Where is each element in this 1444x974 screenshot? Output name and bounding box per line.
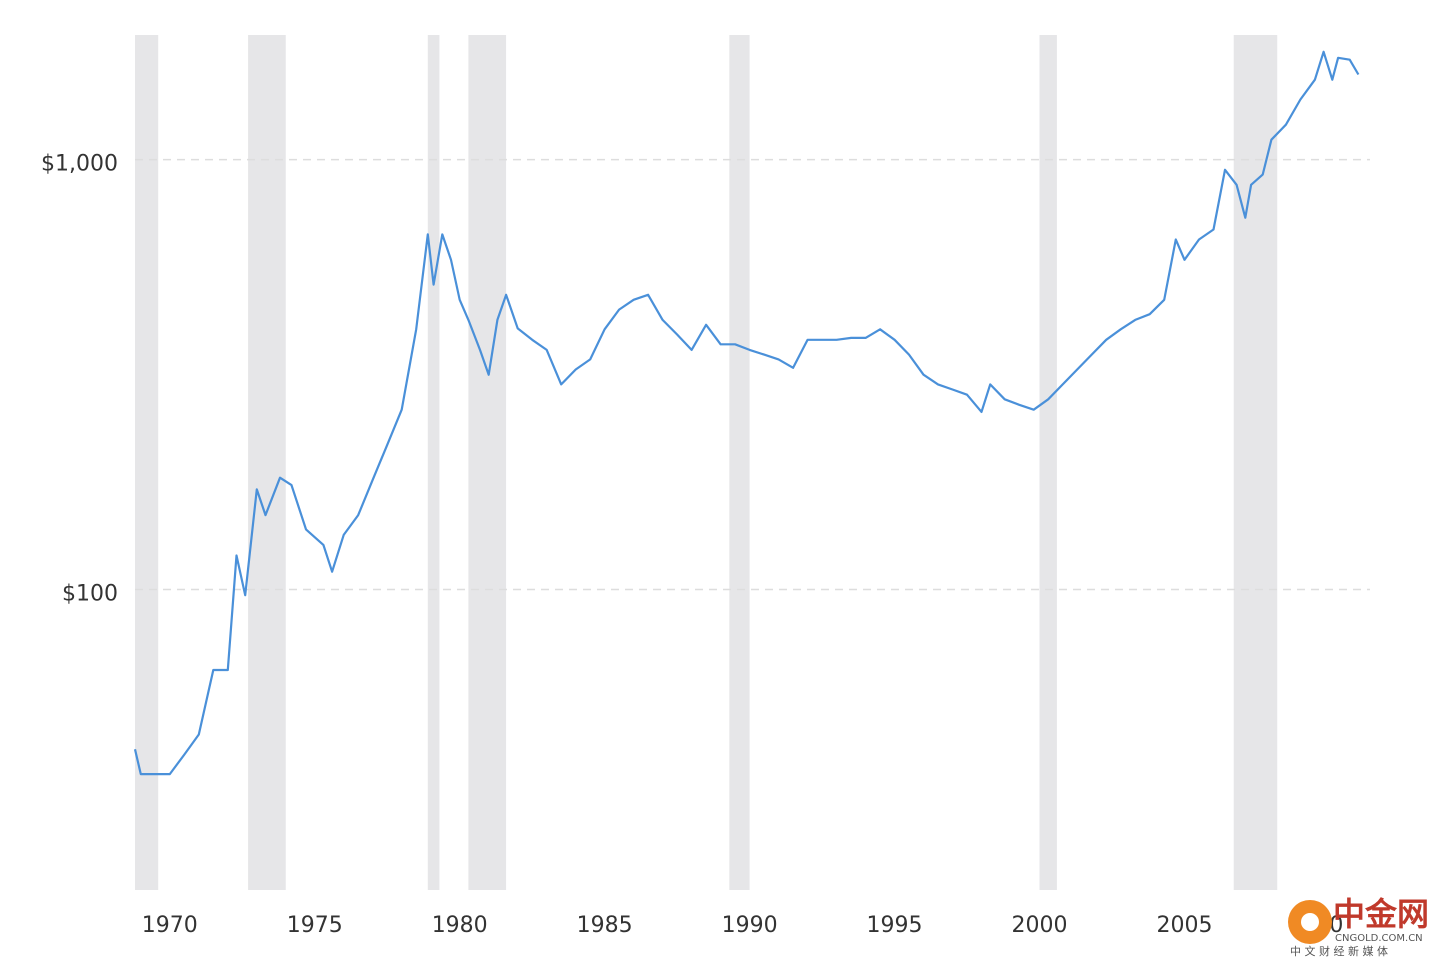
shaded-period [427, 35, 440, 890]
x-tick-label: 1980 [432, 913, 488, 938]
y-tick-label: $1,000 [41, 152, 118, 177]
x-tick-label: 2000 [1012, 913, 1068, 938]
watermark-slogan: 中 文 财 经 新 媒 体 [1290, 944, 1388, 958]
watermark-name: 中金网 [1333, 895, 1429, 933]
x-tick-label: 1990 [722, 913, 778, 938]
shaded-period [135, 35, 159, 890]
logo-inner [1301, 913, 1319, 931]
line [133, 50, 1360, 776]
shaded-period [729, 35, 750, 890]
shaded-period [248, 35, 286, 890]
shaded-period [1039, 35, 1057, 890]
x-tick-label: 1975 [287, 913, 343, 938]
x-tick-label: 2005 [1156, 913, 1212, 938]
x-tick-label: 1995 [867, 913, 923, 938]
shaded-period [468, 35, 507, 890]
x-tick-label: 1970 [142, 913, 198, 938]
y-tick-label: $100 [62, 582, 118, 607]
watermark-site: CNGOLD.COM.CN [1335, 933, 1423, 944]
x-tick-label: 1985 [577, 913, 633, 938]
watermark: 中金网 CNGOLD.COM.CN 中 文 财 经 新 媒 体 [1288, 895, 1429, 958]
shaded-period [1233, 35, 1278, 890]
